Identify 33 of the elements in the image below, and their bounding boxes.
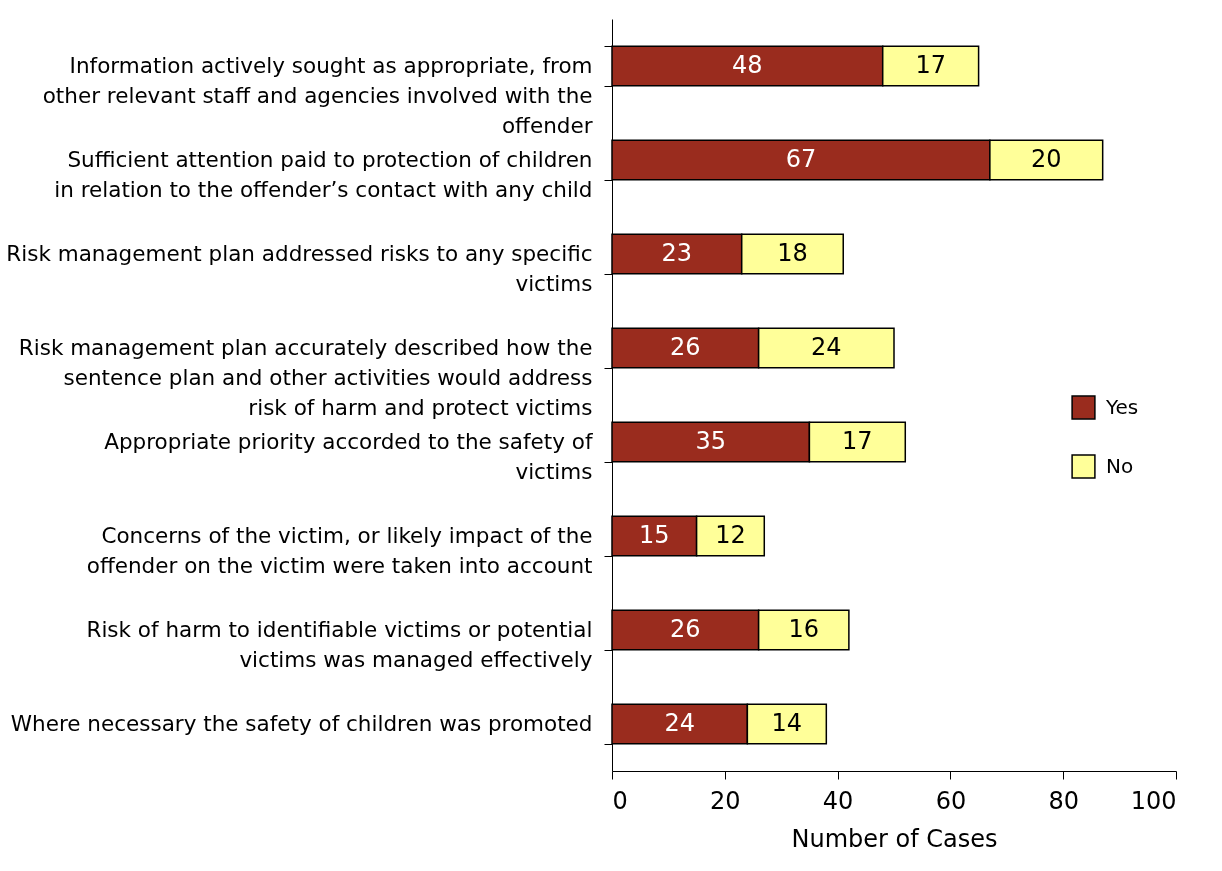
y-tick-label: Where necessary the safety of children was promoted bbox=[10, 710, 593, 736]
data-label: 48 bbox=[732, 51, 763, 79]
data-label: 16 bbox=[788, 615, 820, 643]
x-tick-label: 0 bbox=[612, 786, 628, 815]
data-label: 67 bbox=[785, 145, 817, 173]
data-label: 15 bbox=[639, 521, 670, 549]
x-tick-label: 40 bbox=[822, 786, 854, 815]
data-label: 26 bbox=[670, 615, 701, 643]
data-label: 20 bbox=[1031, 145, 1062, 173]
y-tick-label: Information actively sought as appropriate, from other relevant staff and agencies involved with the offender bbox=[42, 52, 593, 138]
data-label: 24 bbox=[664, 709, 695, 737]
y-tick-label: Risk management plan accurately described how the sentence plan and other activities would address risk of harm and protect victims bbox=[18, 334, 593, 420]
x-tick-label: 20 bbox=[710, 786, 741, 815]
x-tick-label: 60 bbox=[935, 786, 967, 815]
data-label: 17 bbox=[842, 427, 873, 455]
data-label: 35 bbox=[695, 427, 726, 455]
y-tick-label: Concerns of the victim, or likely impact of the offender on the victim were taken into account bbox=[86, 522, 593, 578]
data-label: 12 bbox=[715, 521, 746, 549]
data-label: 17 bbox=[915, 51, 946, 79]
x-axis-title: Number of Cases bbox=[791, 824, 998, 853]
y-tick-label: Appropriate priority accorded to the safety of victims bbox=[104, 428, 593, 484]
legend-label: No bbox=[1106, 453, 1134, 478]
data-label: 24 bbox=[811, 333, 842, 361]
y-tick-label: Risk management plan addressed risks to any specific victims bbox=[6, 240, 593, 296]
x-tick-label: 100 bbox=[1130, 786, 1177, 815]
data-label: 14 bbox=[771, 709, 803, 737]
y-tick-label: Sufficient attention paid to protection of children in relation to the offender’s contact with any child bbox=[54, 146, 593, 202]
y-tick-label: Risk of harm to identifiable victims or potential victims was managed effectively bbox=[86, 616, 593, 672]
x-tick-label: 80 bbox=[1048, 786, 1079, 815]
data-label: 23 bbox=[661, 239, 693, 267]
data-label: 18 bbox=[777, 239, 808, 267]
data-label: 26 bbox=[670, 333, 701, 361]
legend-label: Yes bbox=[1105, 394, 1139, 419]
